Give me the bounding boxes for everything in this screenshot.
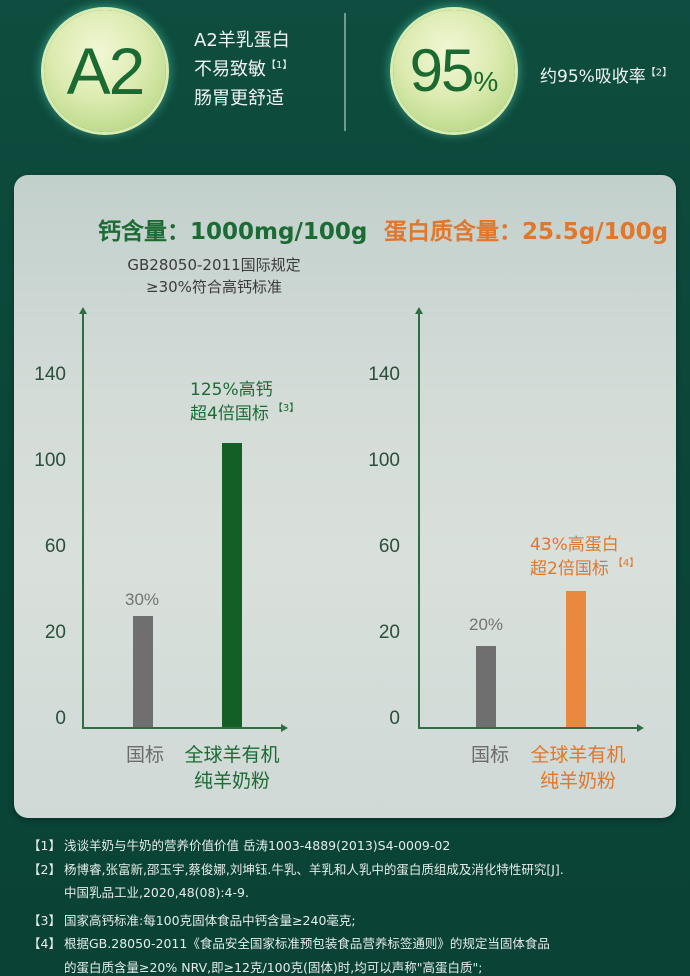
y-tick: 0	[389, 708, 400, 729]
y-tick: 100	[34, 450, 66, 471]
y-tick: 20	[44, 622, 66, 643]
category-product: 全球羊有机 纯羊奶粉	[184, 744, 280, 792]
calcium-callout: 125%高钙 超4倍国标 【3】	[190, 380, 300, 424]
footnote-2: 【2】 杨博睿,张富新,邵玉宇,蔡俊娜,刘坤钰.牛乳、羊乳和人乳中的蛋白质组成及…	[28, 861, 564, 877]
y-tick: 140	[368, 364, 400, 385]
bar-product-protein	[566, 591, 586, 727]
ref-1: 【1】	[266, 60, 293, 71]
category-standard: 国标	[125, 744, 164, 766]
bar-value-label: 20%	[468, 615, 504, 634]
y-tick: 100	[368, 450, 400, 471]
protein-callout: 43%高蛋白 超2倍国标 【4】	[530, 535, 640, 579]
chart-card	[14, 175, 676, 818]
a2-badge: A2	[44, 10, 166, 132]
absorption-number: 95	[409, 37, 475, 104]
y-axis	[415, 307, 422, 727]
y-tick: 60	[44, 536, 66, 557]
a2-badge-text: A2	[66, 34, 146, 108]
footnote-4-cont: 的蛋白质含量≥20% NRV,即≥12克/100克(固体)时,均可以声称"高蛋白…	[64, 959, 483, 975]
category-product: 全球羊有机 纯羊奶粉	[530, 744, 626, 792]
a2-line-1: A2羊乳蛋白	[194, 30, 290, 51]
ref-3: 【3】	[272, 403, 300, 414]
ref-4: 【4】	[612, 558, 640, 569]
y-tick: 20	[378, 622, 400, 643]
y-tick: 0	[55, 708, 66, 729]
y-tick: 140	[34, 364, 66, 385]
bar-standard	[476, 646, 496, 727]
footnote-1: 【1】 浅谈羊奶与牛奶的营养价值价值 岳涛1003-4889(2013)S4-0…	[28, 838, 451, 853]
footnote-3: 【3】 国家高钙标准:每100克固体食品中钙含量≥240毫克;	[28, 912, 356, 928]
bar-value-label: 30%	[124, 590, 160, 609]
a2-line-3: 肠胃更舒适	[194, 88, 284, 109]
y-axis	[79, 307, 86, 727]
bar-standard	[133, 616, 153, 727]
calcium-standard-note: GB28050-2011国际规定 ≥30%符合高钙标准	[127, 256, 301, 296]
protein-title: 蛋白质含量：25.5g/100g	[384, 219, 669, 245]
header-divider	[344, 13, 346, 131]
calcium-title: 钙含量：1000mg/100g	[98, 219, 368, 245]
bar-product-calcium	[222, 443, 242, 727]
absorption-percent: %	[473, 66, 499, 97]
category-standard: 国标	[470, 744, 509, 766]
ref-2: 【2】	[645, 67, 673, 79]
x-axis	[82, 724, 288, 731]
absorption-badge: 95 %	[393, 10, 515, 132]
x-axis	[418, 724, 644, 731]
footnote-4: 【4】 根据GB.28050-2011《食品安全国家标准预包装食品营养标签通则》…	[28, 936, 550, 951]
footnote-2-cont: 中国乳品工业,2020,48(08):4-9.	[64, 885, 249, 900]
absorption-text: 约95%吸收率【2】	[540, 67, 673, 87]
a2-line-2: 不易致敏【1】	[194, 59, 293, 80]
footnotes: 【1】 浅谈羊奶与牛奶的营养价值价值 岳涛1003-4889(2013)S4-0…	[28, 834, 678, 976]
a2-benefits: A2羊乳蛋白 不易致敏【1】 肠胃更舒适	[194, 26, 292, 113]
y-tick: 60	[378, 536, 400, 557]
